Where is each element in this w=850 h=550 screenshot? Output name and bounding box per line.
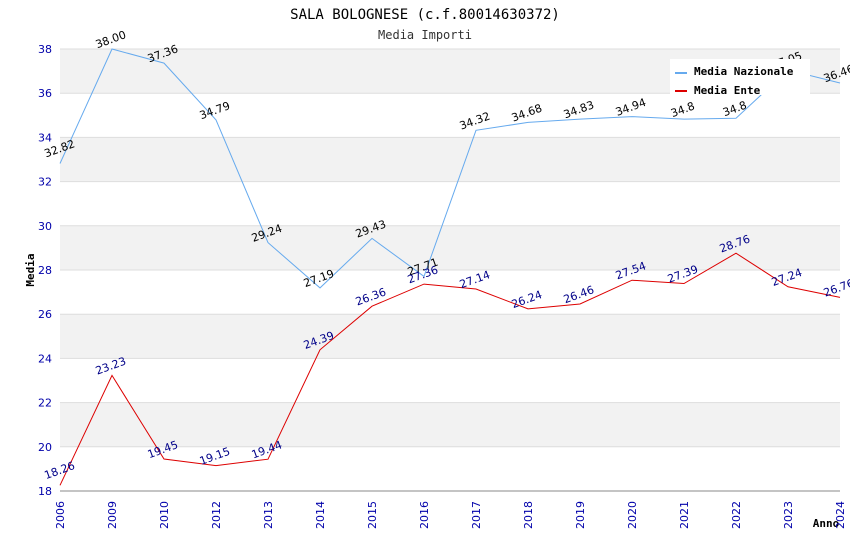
- x-tick-label: 2014: [314, 501, 327, 529]
- plot-band: [60, 358, 840, 403]
- y-tick-label: 26: [38, 308, 52, 321]
- plot-band: [60, 225, 840, 270]
- x-tick-label: 2009: [106, 501, 119, 529]
- plot-background: [60, 49, 840, 491]
- y-tick-label: 38: [38, 43, 52, 56]
- x-tick-labels: 2006 2009 2010 2012 2013 2014 2015 2016 2017 2018…: [54, 501, 847, 529]
- plot-band: [60, 446, 840, 491]
- x-tick-label: 2012: [210, 501, 223, 529]
- y-axis-title: Media: [24, 253, 37, 286]
- data-label: 38.00: [94, 28, 128, 51]
- series-line-media-nazionale: [59, 48, 841, 289]
- y-tick-labels: 18 20 22 24 26 28 30 32 34 36 38: [38, 43, 52, 498]
- chart-title: SALA BOLOGNESE (c.f.80014630372): [290, 7, 560, 23]
- y-tick-label: 20: [38, 441, 52, 454]
- y-tick-label: 18: [38, 485, 52, 498]
- plot-band: [60, 402, 840, 447]
- y-tick-label: 30: [38, 220, 52, 233]
- x-tick-label: 2013: [262, 501, 275, 529]
- x-tick-label: 2017: [470, 501, 483, 529]
- x-tick-label: 2016: [418, 501, 431, 529]
- legend: Media Nazionale Media Ente: [670, 59, 810, 97]
- y-tick-label: 24: [38, 352, 52, 365]
- y-tick-label: 28: [38, 264, 52, 277]
- y-tick-label: 32: [38, 176, 52, 189]
- x-tick-label: 2024: [834, 501, 847, 529]
- x-tick-label: 2010: [158, 501, 171, 529]
- plot-band: [60, 137, 840, 182]
- x-tick-label: 2006: [54, 501, 67, 529]
- x-tick-label: 2021: [678, 501, 691, 529]
- series-lines: [59, 48, 841, 486]
- y-tick-label: 22: [38, 397, 52, 410]
- legend-box: [670, 59, 810, 95]
- x-tick-label: 2020: [626, 501, 639, 529]
- x-tick-label: 2022: [730, 501, 743, 529]
- y-tick-label: 34: [38, 131, 52, 144]
- chart-subtitle: Media Importi: [378, 28, 472, 42]
- plot-band: [60, 270, 840, 315]
- x-tick-label: 2015: [366, 501, 379, 529]
- y-tick-label: 36: [38, 87, 52, 100]
- x-axis-title: Anno: [813, 517, 840, 530]
- plot-band: [60, 93, 840, 138]
- x-tick-label: 2018: [522, 501, 535, 529]
- x-tick-label: 2023: [782, 501, 795, 529]
- series-line-media-ente: [59, 252, 841, 486]
- plot-band: [60, 314, 840, 359]
- legend-label-media-ente: Media Ente: [694, 84, 761, 97]
- x-tick-label: 2019: [574, 501, 587, 529]
- legend-label-media-nazionale: Media Nazionale: [694, 65, 794, 78]
